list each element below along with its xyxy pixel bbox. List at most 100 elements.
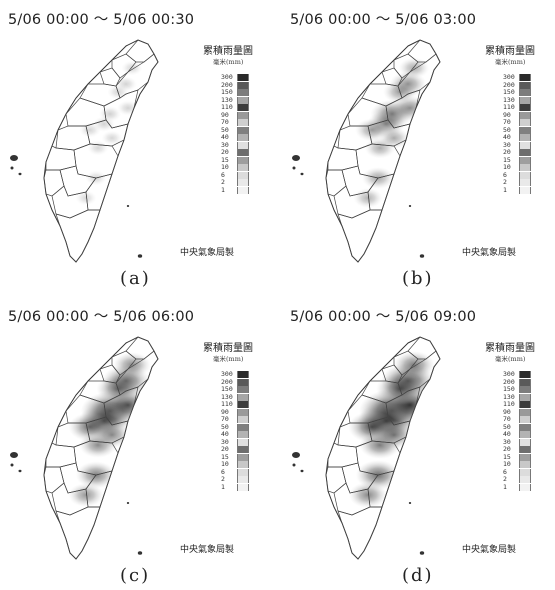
scale-level-label: 90	[221, 407, 229, 416]
scale-level-label: 15	[503, 452, 511, 461]
scale-swatch	[519, 393, 531, 401]
scale-level-label: 10	[221, 460, 229, 468]
scale-swatch	[519, 96, 531, 104]
scale-swatch	[237, 423, 249, 431]
scale-level-label: 30	[503, 140, 511, 149]
scale-swatch	[519, 483, 531, 491]
legend-title: 累積雨量圖	[485, 343, 535, 354]
islet	[10, 463, 14, 467]
scale-swatch	[237, 141, 249, 149]
scale-level-label: 150	[503, 88, 515, 96]
scale-swatch	[519, 126, 531, 134]
time-range-label: 5/06 00:00 ～ 5/06 06:00	[8, 309, 195, 325]
scale-swatch	[519, 179, 531, 186]
scale-swatch	[237, 104, 249, 111]
scale-swatch	[519, 378, 531, 386]
scale-swatch	[519, 416, 531, 423]
islet	[419, 254, 425, 258]
county-boundaries	[43, 336, 159, 560]
rainfall-panel-b: 5/06 00:00 ～ 5/06 03:00 累積雨量圖 毫米(mm) 300…	[290, 8, 552, 293]
scale-level-label: 6	[221, 170, 225, 179]
panel-caption: (c)	[120, 565, 151, 586]
scale-swatch	[237, 371, 249, 378]
time-range-label: 5/06 00:00 ～ 5/06 00:30	[8, 12, 195, 28]
county-boundaries	[325, 336, 441, 560]
islet	[300, 469, 304, 473]
scale-level-label: 2	[221, 178, 225, 186]
rainfall-panel-c: 5/06 00:00 ～ 5/06 06:00 累積雨量圖 毫米(mm) 300…	[8, 305, 270, 590]
scale-level-label: 1	[503, 185, 507, 194]
scale-level-label: 2	[221, 475, 225, 483]
scale-swatch	[237, 378, 249, 386]
scale-level-label: 150	[221, 385, 233, 393]
islet	[408, 502, 412, 504]
islet	[10, 166, 14, 170]
time-range-label: 5/06 00:00 ～ 5/06 03:00	[290, 12, 477, 28]
scale-swatch	[237, 119, 249, 126]
scale-swatch	[237, 386, 249, 393]
scale-swatch	[237, 149, 249, 156]
rainfall-shading	[348, 351, 437, 508]
county-boundaries	[325, 39, 441, 263]
scale-swatch	[519, 453, 531, 461]
scale-swatch	[519, 81, 531, 89]
scale-level-label: 300	[221, 370, 233, 378]
scale-swatch	[237, 171, 249, 179]
county-boundaries	[43, 39, 159, 263]
scale-level-label: 10	[503, 460, 511, 468]
islet	[137, 551, 143, 555]
scale-level-label: 70	[221, 118, 229, 126]
legend-unit: 毫米(mm)	[495, 58, 526, 66]
taiwan-rainfall-map	[10, 39, 159, 263]
scale-level-label: 70	[221, 415, 229, 423]
credit-label: 中央氣象局製	[462, 248, 517, 258]
scale-swatch	[519, 149, 531, 156]
scale-swatch	[237, 408, 249, 416]
scale-level-label: 50	[221, 125, 229, 134]
scale-level-label: 2	[503, 475, 507, 483]
legend-unit: 毫米(mm)	[495, 355, 526, 363]
scale-level-label: 30	[221, 437, 229, 446]
rainfall-panel-a: 5/06 00:00 ～ 5/06 00:30 累積雨量圖 毫米(mm) 300…	[8, 8, 270, 293]
scale-level-label: 40	[221, 430, 229, 438]
islet	[10, 452, 18, 458]
scale-level-label: 20	[503, 445, 511, 453]
scale-level-label: 70	[503, 118, 511, 126]
scale-swatch	[519, 386, 531, 393]
scale-level-label: 300	[221, 73, 233, 81]
scale-swatch	[237, 438, 249, 446]
scale-swatch	[237, 89, 249, 96]
credit-label: 中央氣象局製	[180, 545, 235, 555]
scale-level-label: 110	[221, 400, 233, 408]
scale-swatch	[519, 401, 531, 408]
scale-level-label: 200	[221, 377, 233, 386]
scale-swatch	[519, 134, 531, 141]
scale-swatch	[519, 468, 531, 476]
scale-swatch	[519, 119, 531, 126]
time-range-label: 5/06 00:00 ～ 5/06 09:00	[290, 309, 477, 325]
scale-level-label: 1	[221, 185, 225, 194]
scale-swatch	[519, 171, 531, 179]
scale-level-label: 50	[503, 422, 511, 431]
taiwan-rainfall-map	[292, 336, 441, 560]
legend-title: 累積雨量圖	[203, 46, 253, 57]
scale-swatch	[519, 438, 531, 446]
scale-swatch	[237, 96, 249, 104]
scale-level-label: 150	[221, 88, 233, 96]
scale-level-label: 300	[503, 73, 515, 81]
legend-unit: 毫米(mm)	[213, 58, 244, 66]
scale-level-label: 20	[503, 148, 511, 156]
scale-swatch	[519, 111, 531, 119]
scale-swatch	[519, 141, 531, 149]
islet	[292, 452, 300, 458]
scale-level-label: 10	[221, 163, 229, 171]
scale-swatch	[519, 104, 531, 111]
scale-level-label: 2	[503, 178, 507, 186]
scale-level-label: 300	[503, 370, 515, 378]
rainfall-panel-d: 5/06 00:00 ～ 5/06 09:00 累積雨量圖 毫米(mm) 300…	[290, 305, 552, 590]
taiwan-rainfall-map	[292, 39, 441, 263]
scale-level-label: 6	[503, 467, 507, 476]
scale-level-label: 20	[221, 148, 229, 156]
scale-swatch	[237, 186, 249, 194]
scale-swatch	[519, 164, 531, 171]
